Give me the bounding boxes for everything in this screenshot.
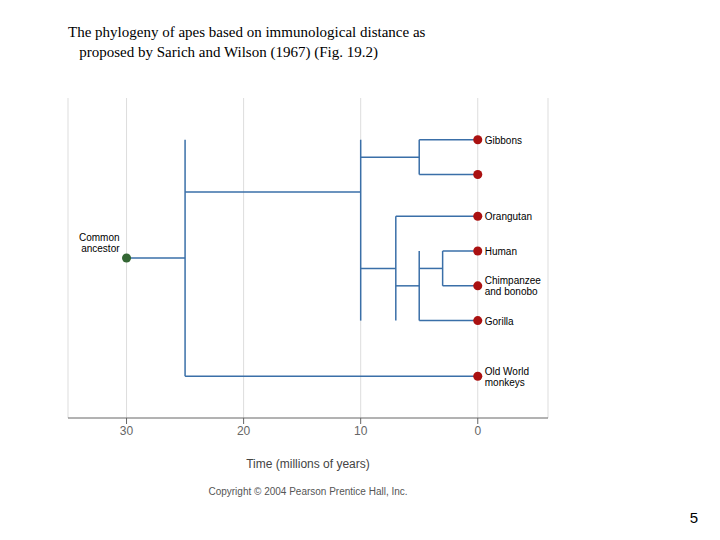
svg-text:Gorilla: Gorilla: [485, 315, 514, 326]
html-text:Copyright © 2004 Pearson Prent: Copyright © 2004 Pearson Prentice Hall, …: [208, 486, 408, 497]
svg-text:Chimpanzeeand bonobo: Chimpanzeeand bonobo: [485, 275, 542, 297]
html-text:5: 5: [689, 509, 698, 526]
svg-text:Commonancestor: Commonancestor: [79, 232, 120, 254]
html-text:The phylogeny of apes based on: The phylogeny of apes based on immunolog…: [68, 24, 426, 40]
html-text:proposed by Sarich and Wilson: proposed by Sarich and Wilson (1967) (Fi…: [68, 44, 378, 60]
svg-text:Orangutan: Orangutan: [485, 211, 532, 222]
svg-text:0: 0: [474, 424, 481, 438]
svg-text:10: 10: [354, 424, 368, 438]
svg-text:30: 30: [120, 424, 134, 438]
svg-text:Time (millions of years): Time (millions of years): [246, 457, 370, 471]
svg-text:Human: Human: [485, 246, 517, 257]
svg-text:Gibbons: Gibbons: [485, 134, 522, 145]
svg-text:Old Worldmonkeys: Old Worldmonkeys: [485, 365, 529, 387]
svg-text:20: 20: [237, 424, 251, 438]
